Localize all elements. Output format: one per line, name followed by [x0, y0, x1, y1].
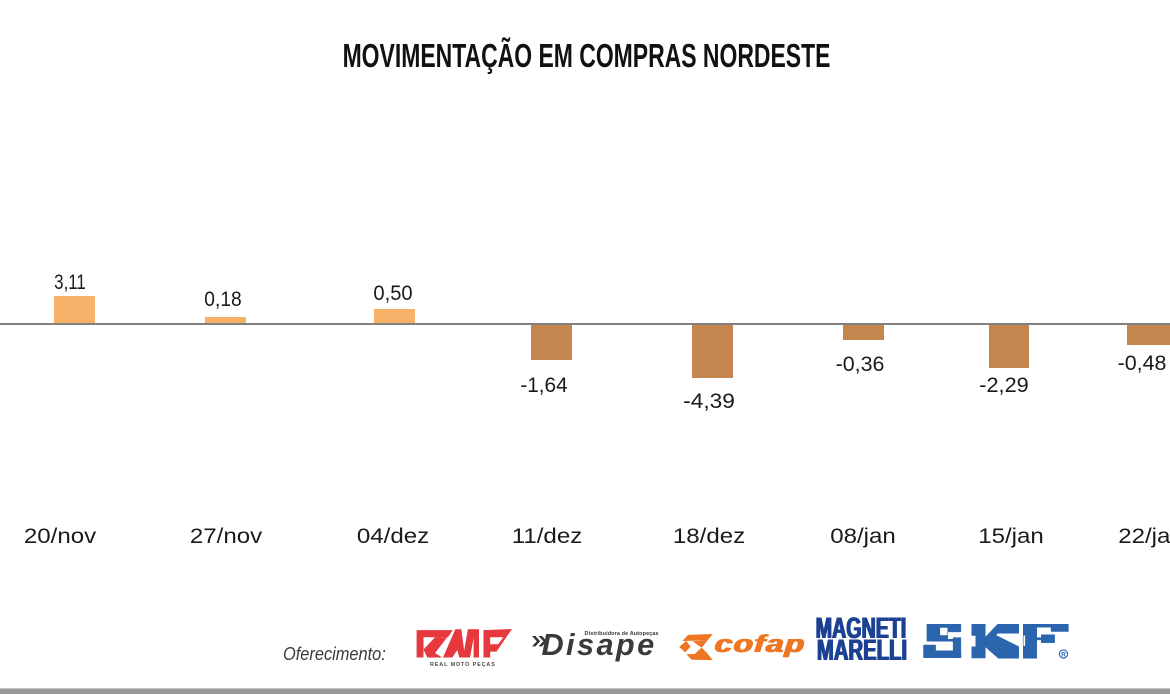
svg-text:REAL MOTO PEÇAS: REAL MOTO PEÇAS [430, 662, 496, 667]
svg-text:R: R [1061, 651, 1066, 658]
